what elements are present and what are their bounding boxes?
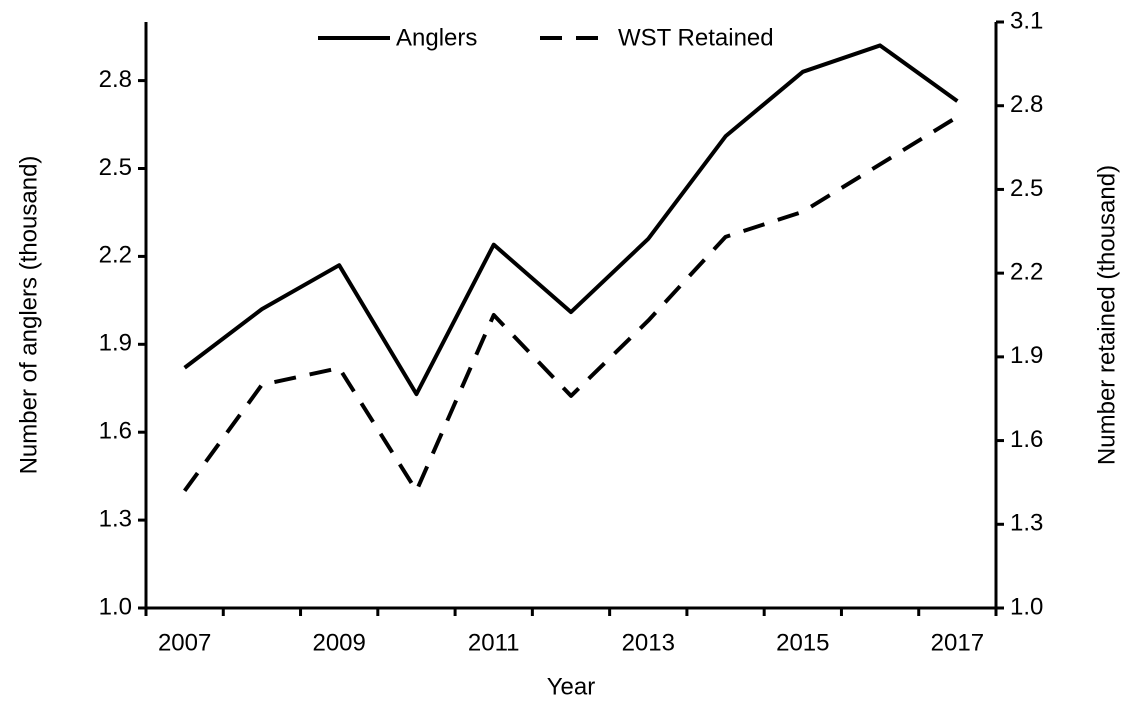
y-tick-label: 1.6	[99, 418, 132, 445]
y2-tick-label: 1.0	[1010, 593, 1043, 620]
y2-axis-label: Number retained (thousand)	[1093, 165, 1120, 465]
legend-label: Anglers	[396, 24, 477, 51]
line-series	[183, 43, 959, 397]
legend-label: WST Retained	[618, 24, 774, 51]
x-tick-label: 2009	[312, 629, 365, 656]
y2-tick-label: 1.9	[1010, 342, 1043, 369]
y-tick-label: 1.0	[99, 593, 132, 620]
y2-tick-label: 2.2	[1010, 258, 1043, 285]
x-tick-label: 2015	[776, 629, 829, 656]
y2-tick-label: 2.8	[1010, 91, 1043, 118]
x-tick-label: 2017	[931, 629, 984, 656]
x-axis-label: Year	[547, 673, 596, 700]
y-tick-label: 2.2	[99, 242, 132, 269]
x-tick-label: 2007	[158, 629, 211, 656]
y2-tick-label: 2.5	[1010, 175, 1043, 202]
y2-tick-label: 1.3	[1010, 510, 1043, 537]
y-tick-label: 1.3	[99, 505, 132, 532]
line-series	[183, 115, 959, 493]
y-tick-label: 2.8	[99, 66, 132, 93]
y2-tick-label: 3.1	[1010, 7, 1043, 34]
y-tick-label: 1.9	[99, 330, 132, 357]
x-tick-label: 2013	[622, 629, 675, 656]
y-tick-label: 2.5	[99, 154, 132, 181]
y-axis-label: Number of anglers (thousand)	[15, 156, 42, 475]
x-tick-label: 2011	[468, 629, 520, 656]
y2-tick-label: 1.6	[1010, 426, 1043, 453]
